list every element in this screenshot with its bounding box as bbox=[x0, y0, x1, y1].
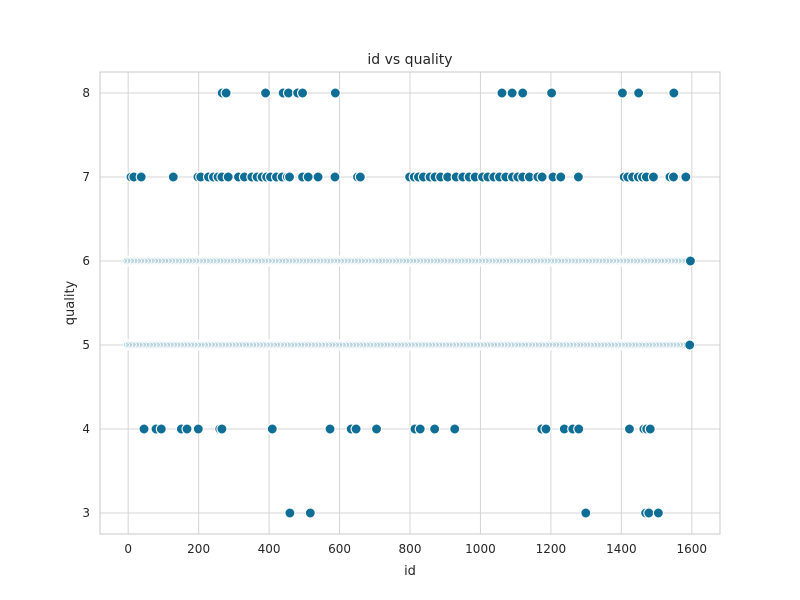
data-point bbox=[354, 171, 366, 183]
x-tick-label: 200 bbox=[187, 542, 210, 556]
data-point bbox=[573, 423, 585, 435]
data-point bbox=[297, 87, 309, 99]
data-point bbox=[216, 423, 228, 435]
data-point bbox=[667, 171, 680, 183]
data-point bbox=[181, 423, 193, 435]
data-point bbox=[192, 423, 204, 435]
data-point bbox=[135, 171, 147, 183]
data-point bbox=[260, 87, 272, 99]
x-axis-label: id bbox=[404, 564, 416, 579]
x-tick-label: 1200 bbox=[536, 542, 567, 556]
plot-frame bbox=[99, 71, 721, 535]
data-point bbox=[652, 507, 664, 519]
x-tick-label: 1400 bbox=[606, 542, 637, 556]
data-point bbox=[304, 507, 316, 519]
data-point bbox=[580, 507, 592, 519]
data-point bbox=[668, 87, 680, 99]
grid-lines bbox=[100, 72, 720, 534]
x-tick-label: 0 bbox=[124, 542, 132, 556]
tick-labels: 0 200 400 600 800 1000 1200 1400 1600 3 4 5 6 7 8 bbox=[82, 86, 707, 556]
data-point bbox=[370, 423, 383, 435]
y-tick-label: 7 bbox=[82, 170, 90, 184]
chart-title: id vs quality bbox=[367, 52, 452, 68]
data-point bbox=[644, 423, 656, 435]
data-point bbox=[536, 171, 548, 183]
data-point bbox=[540, 423, 552, 435]
data-point bbox=[312, 171, 324, 183]
data-point bbox=[684, 339, 696, 351]
x-tick-label: 600 bbox=[328, 542, 351, 556]
y-axis-label: quality bbox=[63, 280, 78, 325]
data-point bbox=[155, 423, 167, 435]
data-point bbox=[429, 423, 441, 435]
data-point bbox=[350, 423, 362, 435]
x-tick-label: 1600 bbox=[677, 542, 708, 556]
data-point bbox=[283, 171, 296, 183]
data-point bbox=[555, 171, 567, 183]
y-tick-label: 5 bbox=[82, 338, 90, 352]
x-tick-label: 800 bbox=[399, 542, 422, 556]
data-point bbox=[506, 87, 518, 99]
data-point bbox=[496, 87, 508, 99]
data-point bbox=[414, 423, 426, 435]
data-point bbox=[572, 171, 584, 183]
data-point bbox=[329, 171, 341, 183]
y-tick-label: 6 bbox=[82, 254, 90, 268]
x-tick-label: 400 bbox=[258, 542, 281, 556]
data-point bbox=[517, 87, 529, 99]
data-point bbox=[282, 87, 295, 99]
data-point bbox=[222, 171, 234, 183]
data-point bbox=[616, 87, 628, 99]
y-tick-label: 3 bbox=[82, 506, 90, 520]
data-point bbox=[266, 423, 278, 435]
x-tick-label: 1000 bbox=[465, 542, 496, 556]
data-point bbox=[324, 423, 336, 435]
data-point bbox=[220, 87, 232, 99]
data-point bbox=[633, 87, 645, 99]
data-point bbox=[302, 171, 314, 183]
data-point bbox=[138, 423, 150, 435]
data-points bbox=[122, 87, 696, 519]
data-point bbox=[449, 423, 461, 435]
data-point bbox=[284, 507, 296, 519]
data-point bbox=[623, 423, 636, 435]
data-point bbox=[647, 171, 659, 183]
data-point bbox=[167, 171, 179, 183]
y-tick-label: 4 bbox=[82, 422, 90, 436]
y-tick-label: 8 bbox=[82, 86, 90, 100]
data-point bbox=[684, 255, 696, 267]
data-point bbox=[643, 507, 655, 519]
data-point bbox=[329, 87, 341, 99]
data-point bbox=[546, 87, 558, 99]
data-point bbox=[680, 171, 692, 183]
